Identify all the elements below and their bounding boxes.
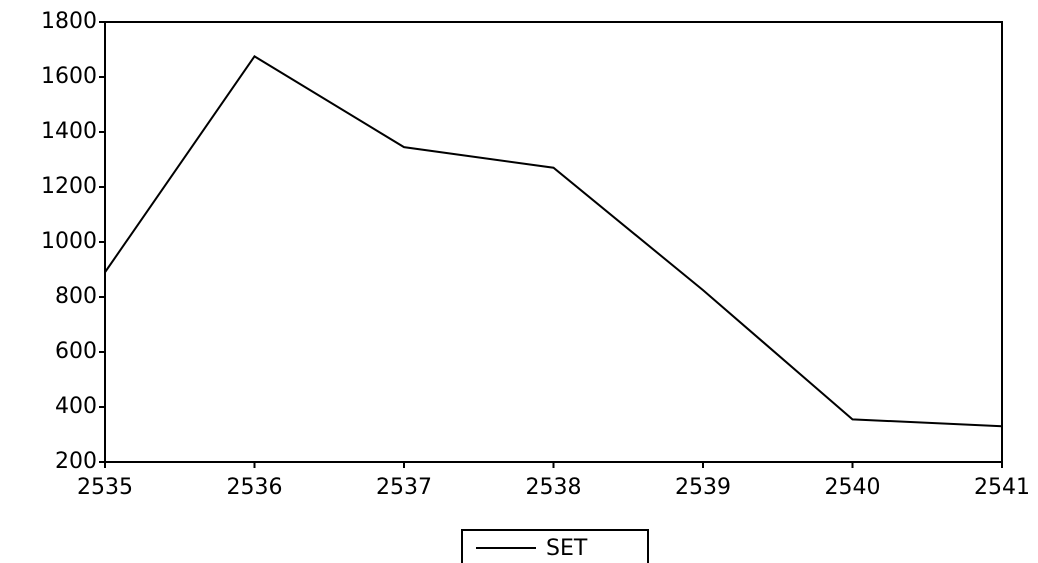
plot-frame [105,22,1002,462]
x-tick-label: 2537 [376,475,432,500]
x-tick-label: 2536 [227,475,283,500]
x-tick-label: 2535 [77,475,133,500]
y-tick-label: 600 [55,339,97,364]
y-tick-label: 1600 [41,64,97,89]
y-tick-label: 1000 [41,229,97,254]
y-tick-label: 1200 [41,174,97,199]
x-tick-label: 2540 [825,475,881,500]
legend-label: SET [546,536,588,561]
x-tick-label: 2538 [526,475,582,500]
chart: 200 400 600 800 1000 1200 1400 1600 1800 2535 2536… [0,0,1038,563]
page: 200 400 600 800 1000 1200 1400 1600 1800 2535 2536… [0,0,1038,563]
y-tick-label: 1400 [41,119,97,144]
y-tick-label: 800 [55,284,97,309]
x-tick-label: 2539 [675,475,731,500]
y-tick-label: 200 [55,449,97,474]
x-tick-label: 2541 [974,475,1030,500]
data-line [105,56,1002,426]
y-tick-label: 400 [55,394,97,419]
y-tick-label: 1800 [41,9,97,34]
